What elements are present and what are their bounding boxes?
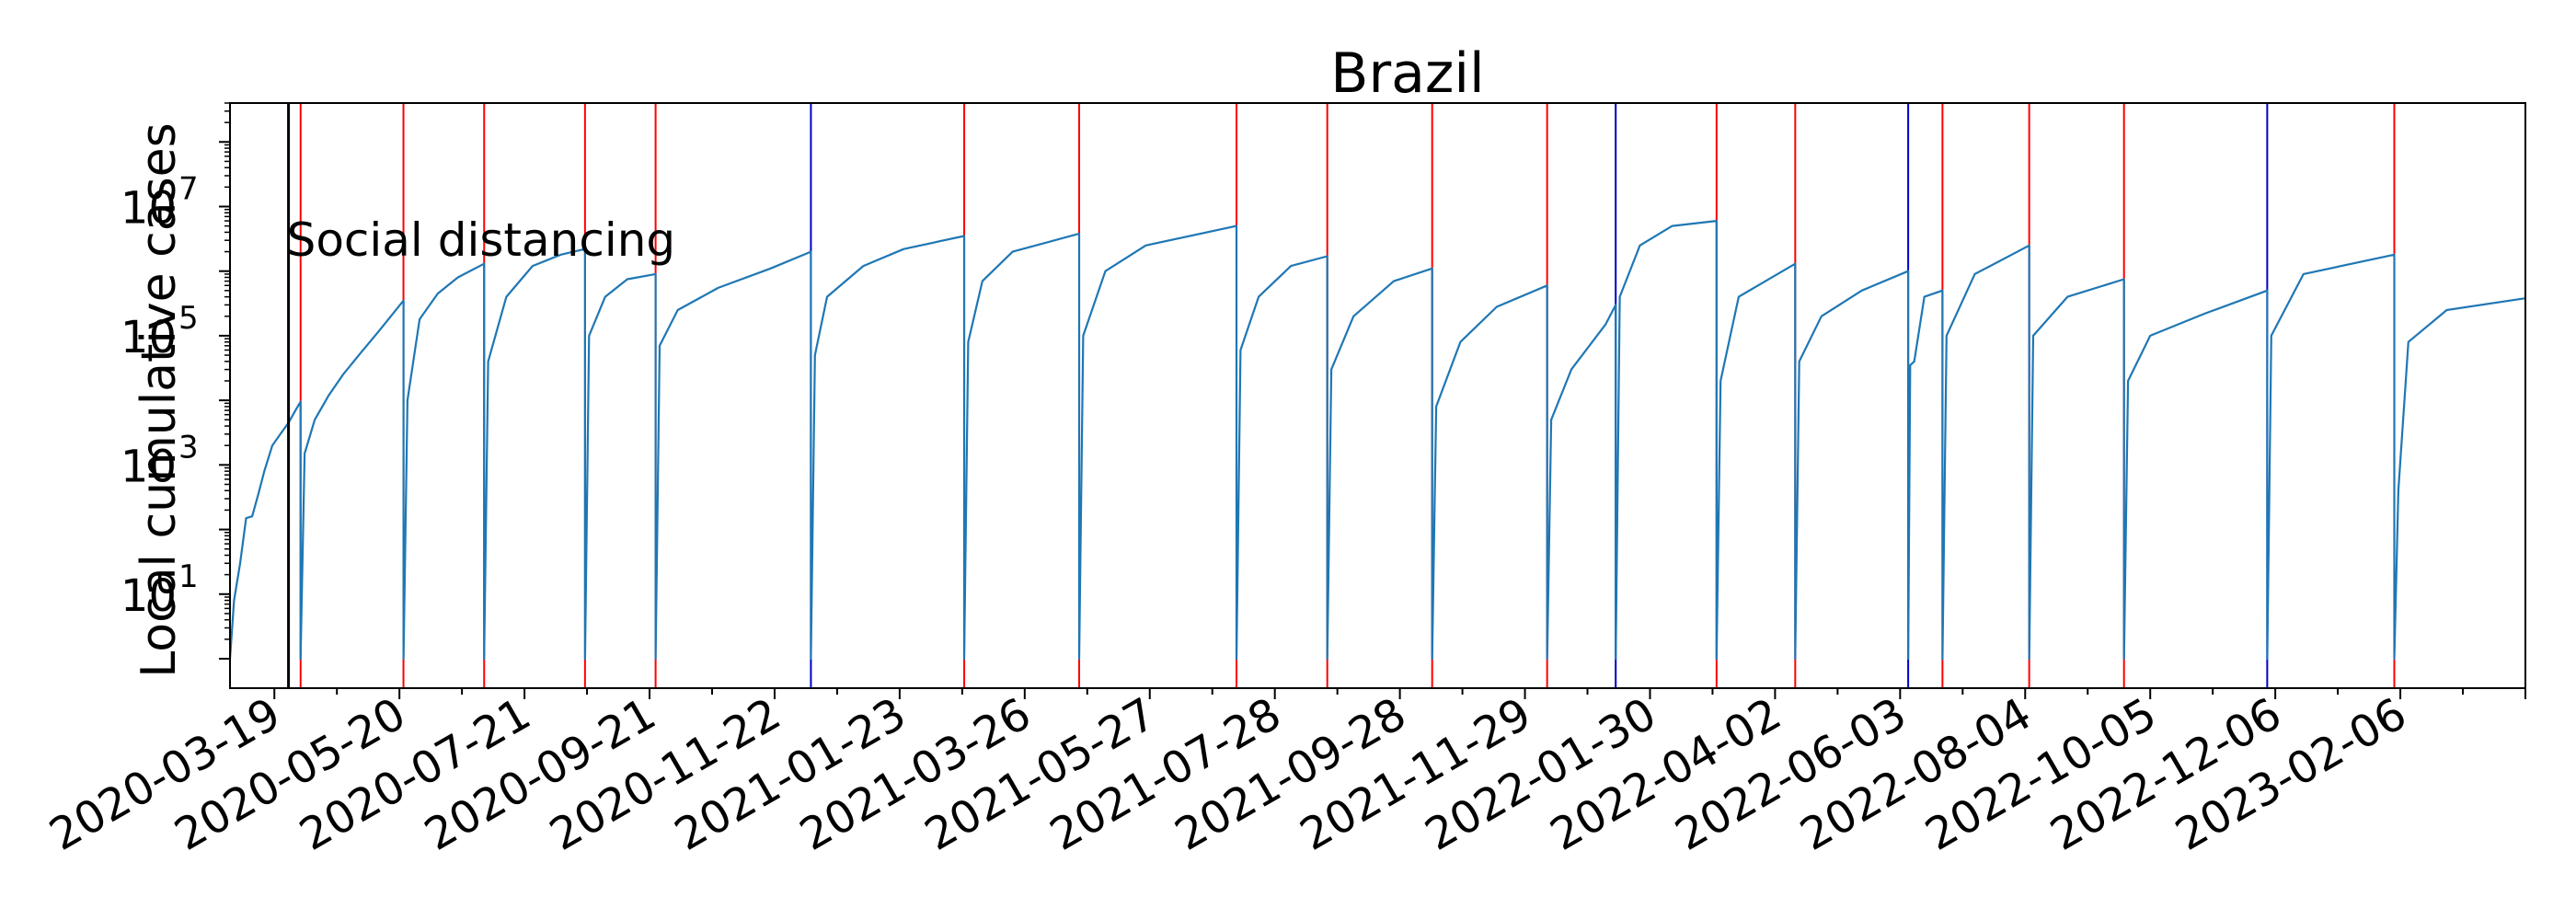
plot-frame bbox=[229, 102, 2526, 689]
y-tick-label: 10 bbox=[121, 312, 177, 363]
annotation-group: Social distancing bbox=[287, 103, 676, 688]
y-tick-exponent: 5 bbox=[178, 300, 199, 337]
chart-title: Brazil bbox=[1330, 41, 1484, 106]
y-tick-label: 10 bbox=[121, 570, 177, 622]
y-tick-exponent: 7 bbox=[178, 170, 199, 207]
y-tick-label: 10 bbox=[121, 182, 177, 234]
x-ticks-group: 2020-03-192020-05-202020-07-212020-09-21… bbox=[41, 688, 2526, 861]
series-line bbox=[228, 220, 2526, 661]
y-tick-exponent: 1 bbox=[178, 558, 199, 595]
intervention-label: Social distancing bbox=[287, 213, 676, 267]
series-group bbox=[228, 220, 2526, 661]
vertical-lines-group bbox=[299, 103, 2396, 688]
y-tick-label: 10 bbox=[121, 441, 177, 492]
y-axis-label: Local cumulative cases bbox=[132, 122, 187, 678]
y-tick-exponent: 3 bbox=[178, 429, 199, 466]
